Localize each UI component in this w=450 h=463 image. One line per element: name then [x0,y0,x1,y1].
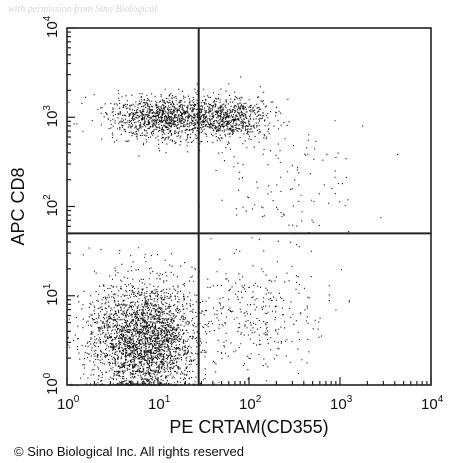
y-tick-label: 101 [42,283,61,306]
y-tick-label: 100 [42,372,61,395]
x-tick-label: 102 [239,394,262,413]
x-axis-label: PE CRTAM(CD355) [169,417,328,437]
x-tick-label: 100 [57,394,80,413]
watermark-text: with permission from Sino Biological [8,4,158,15]
y-tick-label: 103 [42,105,61,128]
x-axis-ticks: 100 101 102 103 104 [57,377,444,413]
y-tick-label: 102 [42,194,61,217]
y-axis-label: APC CD8 [8,167,28,245]
event-dots [67,76,399,387]
y-tick-label: 104 [42,15,61,38]
x-tick-label: 101 [148,394,171,413]
copyright-notice: © Sino Biological Inc. All rights reserv… [14,444,244,459]
x-tick-label: 104 [421,394,444,413]
y-axis-ticks: 100 101 102 103 104 [42,15,75,395]
x-tick-label: 103 [330,394,353,413]
event-points [67,76,399,387]
